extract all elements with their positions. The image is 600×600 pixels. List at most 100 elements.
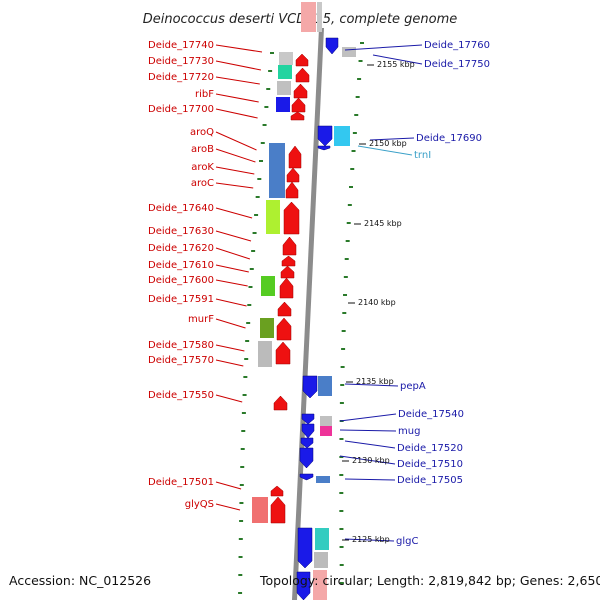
right-strand-features (296, 37, 356, 600)
label-leader-line (215, 279, 248, 287)
gene-label-right: Deide_17510 (397, 459, 463, 470)
label-leader-line (215, 131, 257, 151)
label-leader-line (215, 108, 258, 119)
label-leader-line (344, 538, 395, 542)
left-track-tick (243, 376, 248, 378)
gene-label-left: murF (188, 314, 214, 325)
gene-arrow (295, 67, 310, 83)
gene-label-left: Deide_17600 (148, 275, 214, 286)
left-track-tick (239, 484, 244, 486)
gene-label-left: Deide_17570 (148, 355, 214, 366)
cog-box (314, 552, 328, 568)
right-track-tick (350, 168, 355, 170)
gene-label-left: Deide_17640 (148, 203, 214, 214)
gene-label-right: Deide_17690 (416, 133, 482, 144)
gene-label-left: Deide_17720 (148, 72, 214, 83)
right-track-tick (339, 492, 344, 494)
label-leader-line (344, 440, 396, 449)
cog-box (315, 528, 329, 550)
right-tick-track (339, 42, 364, 584)
gene-label-left: ribF (195, 89, 214, 100)
gene-label-left: aroB (191, 144, 214, 155)
right-track-tick (354, 114, 359, 116)
right-track-tick (339, 456, 344, 458)
gene-label-right: Deide_17540 (398, 409, 464, 420)
label-leader-line (215, 359, 244, 367)
right-track-tick (339, 564, 344, 566)
map-title: Deinococcus deserti VCD115, complete gen… (143, 12, 458, 27)
cog-box (318, 376, 332, 396)
cog-box (342, 47, 356, 57)
gene-label-right: pepA (400, 381, 426, 392)
gene-arrow (302, 375, 318, 399)
label-leader-line (344, 383, 399, 387)
label-leader-line (372, 54, 423, 65)
scale-labels: 2155 kbp 2150 kbp 2145 kbp 2140 kbp 2135 kbp… (342, 60, 415, 544)
right-gene-labels: Deide_17760 Deide_17750 Deide_17690 trnI pep… (339, 40, 490, 547)
gene-arrow (301, 423, 315, 439)
right-track-tick (349, 186, 354, 188)
right-track-tick (347, 204, 352, 206)
right-track-tick (340, 384, 345, 386)
left-tick-track (238, 52, 274, 594)
label-leader-line (215, 503, 241, 511)
gene-arrow (301, 413, 315, 425)
scale-label: 2150 kbp (369, 139, 407, 148)
right-track-tick (355, 96, 360, 98)
label-leader-line (339, 429, 397, 432)
right-track-tick (343, 294, 348, 296)
gene-arrow (285, 181, 299, 199)
right-track-tick (357, 78, 362, 80)
gene-arrow (276, 317, 292, 341)
gene-label-left: glyQS (185, 499, 214, 510)
gene-arrow (282, 236, 297, 256)
left-track-tick (252, 232, 257, 234)
gene-arrow (325, 37, 339, 55)
label-leader-line (215, 230, 252, 242)
right-track-tick (339, 438, 344, 440)
left-track-tick (255, 196, 260, 198)
label-leader-line (215, 247, 251, 260)
left-track-tick (257, 178, 262, 180)
label-leader-line (369, 137, 415, 141)
gene-label-left: Deide_17501 (148, 477, 214, 488)
cog-box (320, 416, 332, 426)
label-leader-line (344, 44, 423, 51)
right-track-tick (345, 240, 350, 242)
right-track-tick (343, 276, 348, 278)
label-leader-line (357, 145, 413, 156)
cog-box (316, 476, 330, 483)
label-leader-line (339, 455, 396, 465)
gene-arrow (275, 341, 291, 365)
left-gene-labels: Deide_17740 Deide_17730 Deide_17720 ribF Dei… (148, 40, 263, 511)
right-track-tick (342, 312, 347, 314)
gene-label-left: Deide_17730 (148, 56, 214, 67)
left-track-tick (251, 250, 256, 252)
cog-box (269, 143, 285, 198)
gene-arrow (288, 145, 302, 169)
cog-box (334, 126, 350, 146)
gene-arrow (286, 167, 300, 183)
scale-label: 2135 kbp (356, 377, 394, 386)
cog-box (261, 276, 275, 296)
gene-label-left: aroK (191, 162, 214, 173)
label-leader-line (339, 413, 397, 422)
left-track-tick (247, 304, 252, 306)
label-leader-line (215, 207, 253, 219)
left-track-tick (244, 358, 249, 360)
gene-label-right: mug (398, 426, 420, 437)
gene-label-right: glgC (396, 536, 418, 547)
left-track-tick (239, 502, 244, 504)
gene-label-right: Deide_17520 (397, 443, 463, 454)
left-track-tick (238, 592, 243, 594)
gene-arrow (279, 277, 294, 299)
cog-box (258, 341, 272, 367)
gene-arrow (293, 83, 308, 99)
gene-arrow (277, 301, 292, 317)
gene-label-left: Deide_17580 (148, 340, 214, 351)
gene-label-left: Deide_17550 (148, 390, 214, 401)
label-leader-line (215, 166, 255, 175)
gene-arrow (299, 473, 314, 481)
gene-label-right: Deide_17750 (424, 59, 490, 70)
